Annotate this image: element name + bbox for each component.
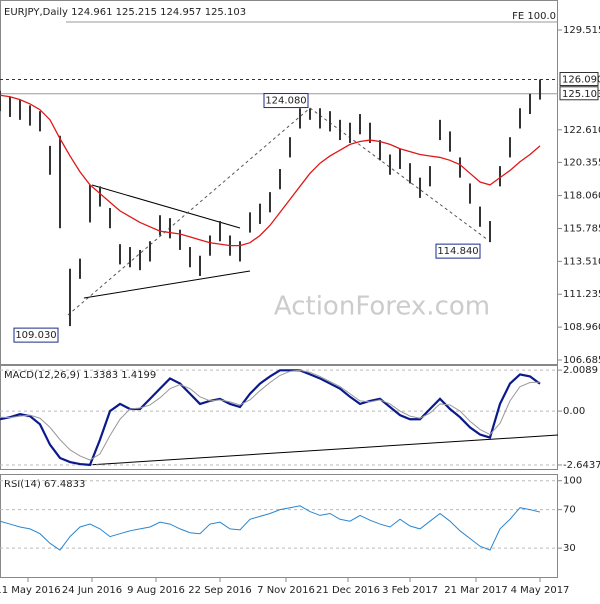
x-tick-label: 3 Feb 2017 xyxy=(382,585,438,596)
x-tick-label: 7 Nov 2016 xyxy=(257,585,315,596)
y-tick-label: 122.610 xyxy=(563,125,600,136)
annotation-box xyxy=(263,93,309,109)
annotation-label: 124.080 xyxy=(265,96,306,107)
y-tick-label: 120.355 xyxy=(563,157,600,168)
level-box xyxy=(559,86,599,101)
y-tick-label: 115.785 xyxy=(563,223,600,234)
y-tick-label: 108.960 xyxy=(563,322,600,333)
watermark: ActionForex.com xyxy=(274,292,490,322)
y-tick-label: 0.00 xyxy=(563,406,585,417)
x-tick-label: 21 Dec 2016 xyxy=(316,585,380,596)
annotation-label: 114.840 xyxy=(437,246,478,257)
indicator-line xyxy=(0,369,541,467)
macd-frame xyxy=(0,365,558,470)
y-tick-label: 100 xyxy=(563,476,582,487)
x-tick-label: 21 Mar 2017 xyxy=(444,585,507,596)
chart-title: EURJPY,Daily 124.961 125.215 124.957 125… xyxy=(4,7,246,18)
annotation-box xyxy=(435,243,481,259)
rsi-title: RSI(14) 67.4833 xyxy=(4,479,85,490)
indicator-line xyxy=(0,505,541,551)
y-tick-label: 113.510 xyxy=(563,256,600,267)
price-frame xyxy=(0,0,558,365)
annotation-label: 109.030 xyxy=(15,330,56,341)
x-tick-label: 9 Aug 2016 xyxy=(127,585,185,596)
y-tick-label: 30 xyxy=(563,543,576,554)
y-tick-label: 118.060 xyxy=(563,191,600,202)
y-tick-label: -2.6437 xyxy=(563,460,600,471)
trendlines xyxy=(83,184,559,466)
x-tick-label: 24 Jun 2016 xyxy=(62,585,122,596)
macd-title: MACD(12,26,9) 1.3383 1.4199 xyxy=(4,370,156,381)
x-tick-label: 11 May 2016 xyxy=(0,585,61,596)
level-label: 125.103 xyxy=(562,89,600,100)
x-tick-label: 4 May 2017 xyxy=(511,585,570,596)
moving-average xyxy=(0,94,541,247)
fib-lines xyxy=(67,107,489,316)
indicator-line xyxy=(0,369,541,461)
y-tick-label: 129.515 xyxy=(563,25,600,36)
level-label: 126.090 xyxy=(562,75,600,86)
level-label: FE 100.0 xyxy=(512,11,556,22)
rsi-frame xyxy=(0,474,558,578)
level-box xyxy=(559,72,599,87)
x-tick-label: 22 Sep 2016 xyxy=(188,585,251,596)
y-tick-label: 2.0089 xyxy=(563,365,598,376)
y-tick-label: 111.235 xyxy=(563,289,600,300)
annotation-box xyxy=(13,327,59,343)
y-tick-label: 106.685 xyxy=(563,355,600,366)
y-tick-label: 70 xyxy=(563,505,576,516)
